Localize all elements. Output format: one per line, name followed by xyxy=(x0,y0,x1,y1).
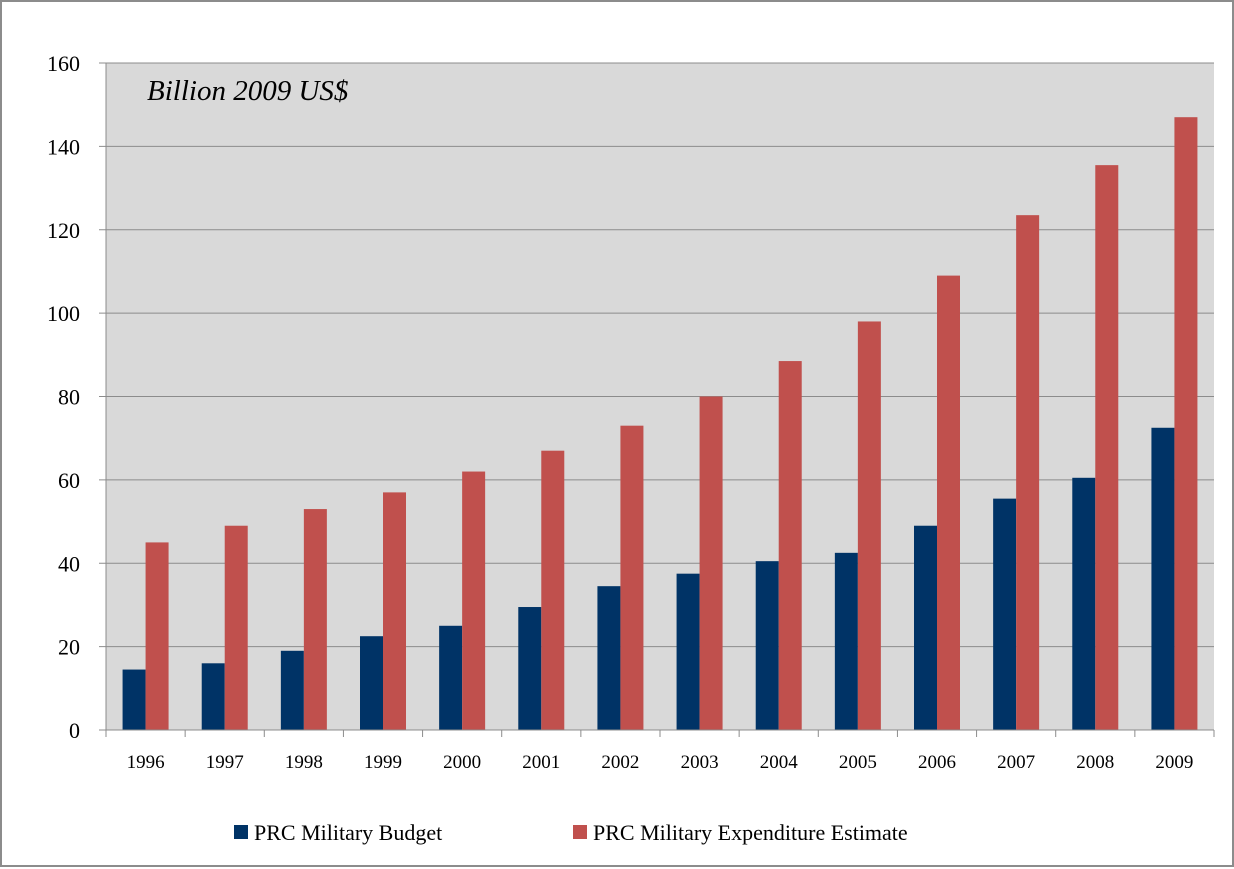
legend-label: PRC Military Budget xyxy=(254,820,442,845)
x-tick-label: 2002 xyxy=(601,752,639,773)
bar-military-budget xyxy=(914,525,937,730)
x-tick-label: 1998 xyxy=(285,752,323,773)
bar-military-budget xyxy=(518,607,542,730)
x-tick-label: 2003 xyxy=(681,752,719,773)
x-tick-label: 1996 xyxy=(127,752,165,773)
legend-swatch-estimate xyxy=(573,825,587,839)
bar-expenditure-estimate xyxy=(857,321,881,730)
bar-expenditure-estimate xyxy=(937,275,960,730)
bar-expenditure-estimate xyxy=(699,396,723,730)
x-tick-label: 2001 xyxy=(522,752,560,773)
bar-military-budget xyxy=(676,573,700,730)
x-tick-label: 2007 xyxy=(997,752,1035,773)
y-tick-label: 140 xyxy=(47,134,80,159)
legend-item: PRC Military Expenditure Estimate xyxy=(573,820,908,845)
bar-military-budget xyxy=(597,586,621,730)
bar-military-budget xyxy=(122,669,146,730)
axes: 0 20 40 60 80 100 120 140 160 1996 1997 1998 1999 200… xyxy=(47,51,1215,773)
y-tick-label: 40 xyxy=(58,551,80,576)
bar-expenditure-estimate xyxy=(778,361,802,730)
bar-expenditure-estimate xyxy=(1016,215,1040,731)
bar-military-budget xyxy=(755,561,779,730)
legend-label: PRC Military Expenditure Estimate xyxy=(593,820,908,845)
bar-expenditure-estimate xyxy=(541,450,565,730)
y-tick-label: 160 xyxy=(47,51,80,76)
bar-expenditure-estimate xyxy=(224,525,248,730)
legend: PRC Military Budget PRC Military Expendit… xyxy=(234,820,908,845)
y-tick-label: 80 xyxy=(58,385,80,410)
bar-expenditure-estimate xyxy=(383,492,406,730)
bar-expenditure-estimate xyxy=(303,509,327,730)
x-tick-label: 2000 xyxy=(443,752,481,773)
x-tick-label: 2005 xyxy=(839,752,877,773)
unit-label: Billion 2009 US$ xyxy=(147,75,349,107)
bar-military-budget xyxy=(439,625,463,730)
y-tick-label: 0 xyxy=(69,718,80,743)
legend-swatch-budget xyxy=(234,825,248,839)
y-tick-label: 100 xyxy=(47,301,80,326)
bar-military-budget xyxy=(280,650,304,730)
x-tick-label: 2008 xyxy=(1076,752,1114,773)
bar-expenditure-estimate xyxy=(1095,165,1119,730)
x-tick-label: 2004 xyxy=(760,752,799,773)
x-tick-label: 2006 xyxy=(918,752,956,773)
bar-military-budget xyxy=(1072,477,1096,730)
x-tick-label: 2009 xyxy=(1155,752,1193,773)
bar-military-budget xyxy=(993,498,1017,730)
bar-expenditure-estimate xyxy=(145,542,169,730)
y-tick-label: 20 xyxy=(58,635,80,660)
bars xyxy=(122,117,1198,731)
x-tick-label: 1997 xyxy=(206,752,244,773)
bar-military-budget xyxy=(201,663,225,730)
y-tick-label: 60 xyxy=(58,468,80,493)
bar-military-budget xyxy=(1151,427,1175,730)
bar-military-budget xyxy=(834,552,858,730)
bar-expenditure-estimate xyxy=(462,471,486,730)
bar-military-budget xyxy=(360,636,383,730)
x-tick-label: 1999 xyxy=(364,752,402,773)
bar-expenditure-estimate xyxy=(620,425,644,730)
bar-expenditure-estimate xyxy=(1174,117,1198,731)
legend-item: PRC Military Budget xyxy=(234,820,442,845)
gridlines xyxy=(106,62,1214,648)
y-tick-label: 120 xyxy=(47,218,80,243)
